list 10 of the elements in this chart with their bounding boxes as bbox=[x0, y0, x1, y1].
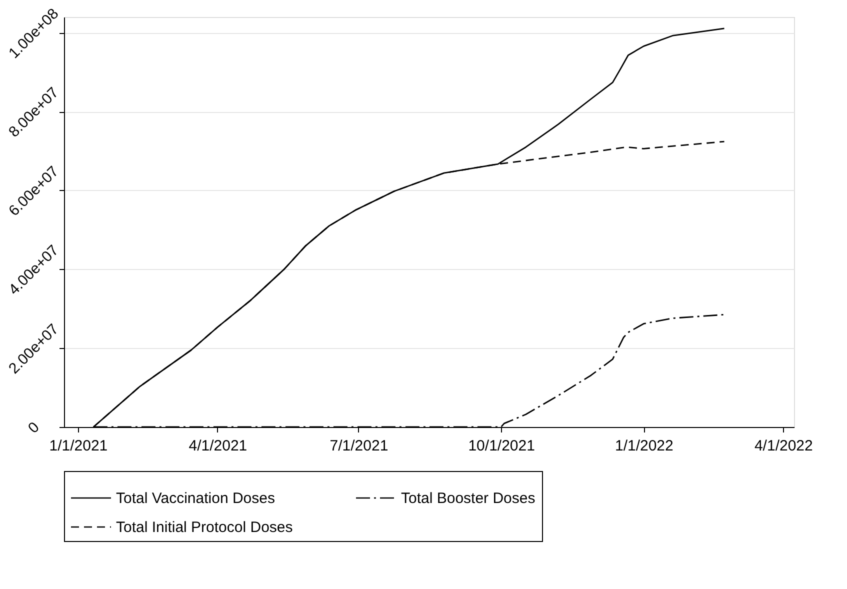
x-tick-label: 7/1/2021 bbox=[330, 438, 388, 454]
legend-label: Total Booster Doses bbox=[401, 490, 536, 507]
x-tick-label: 1/1/2022 bbox=[614, 438, 674, 454]
x-tick-label: 4/1/2022 bbox=[754, 438, 813, 454]
x-tick-label: 10/1/2021 bbox=[468, 438, 535, 454]
legend-label: Total Initial Protocol Doses bbox=[116, 519, 293, 536]
x-tick-label: 4/1/2021 bbox=[188, 438, 248, 454]
y-tick-label: 0 bbox=[24, 418, 43, 437]
legend-label: Total Vaccination Doses bbox=[116, 490, 275, 507]
x-tick-label: 1/1/2021 bbox=[49, 438, 108, 454]
